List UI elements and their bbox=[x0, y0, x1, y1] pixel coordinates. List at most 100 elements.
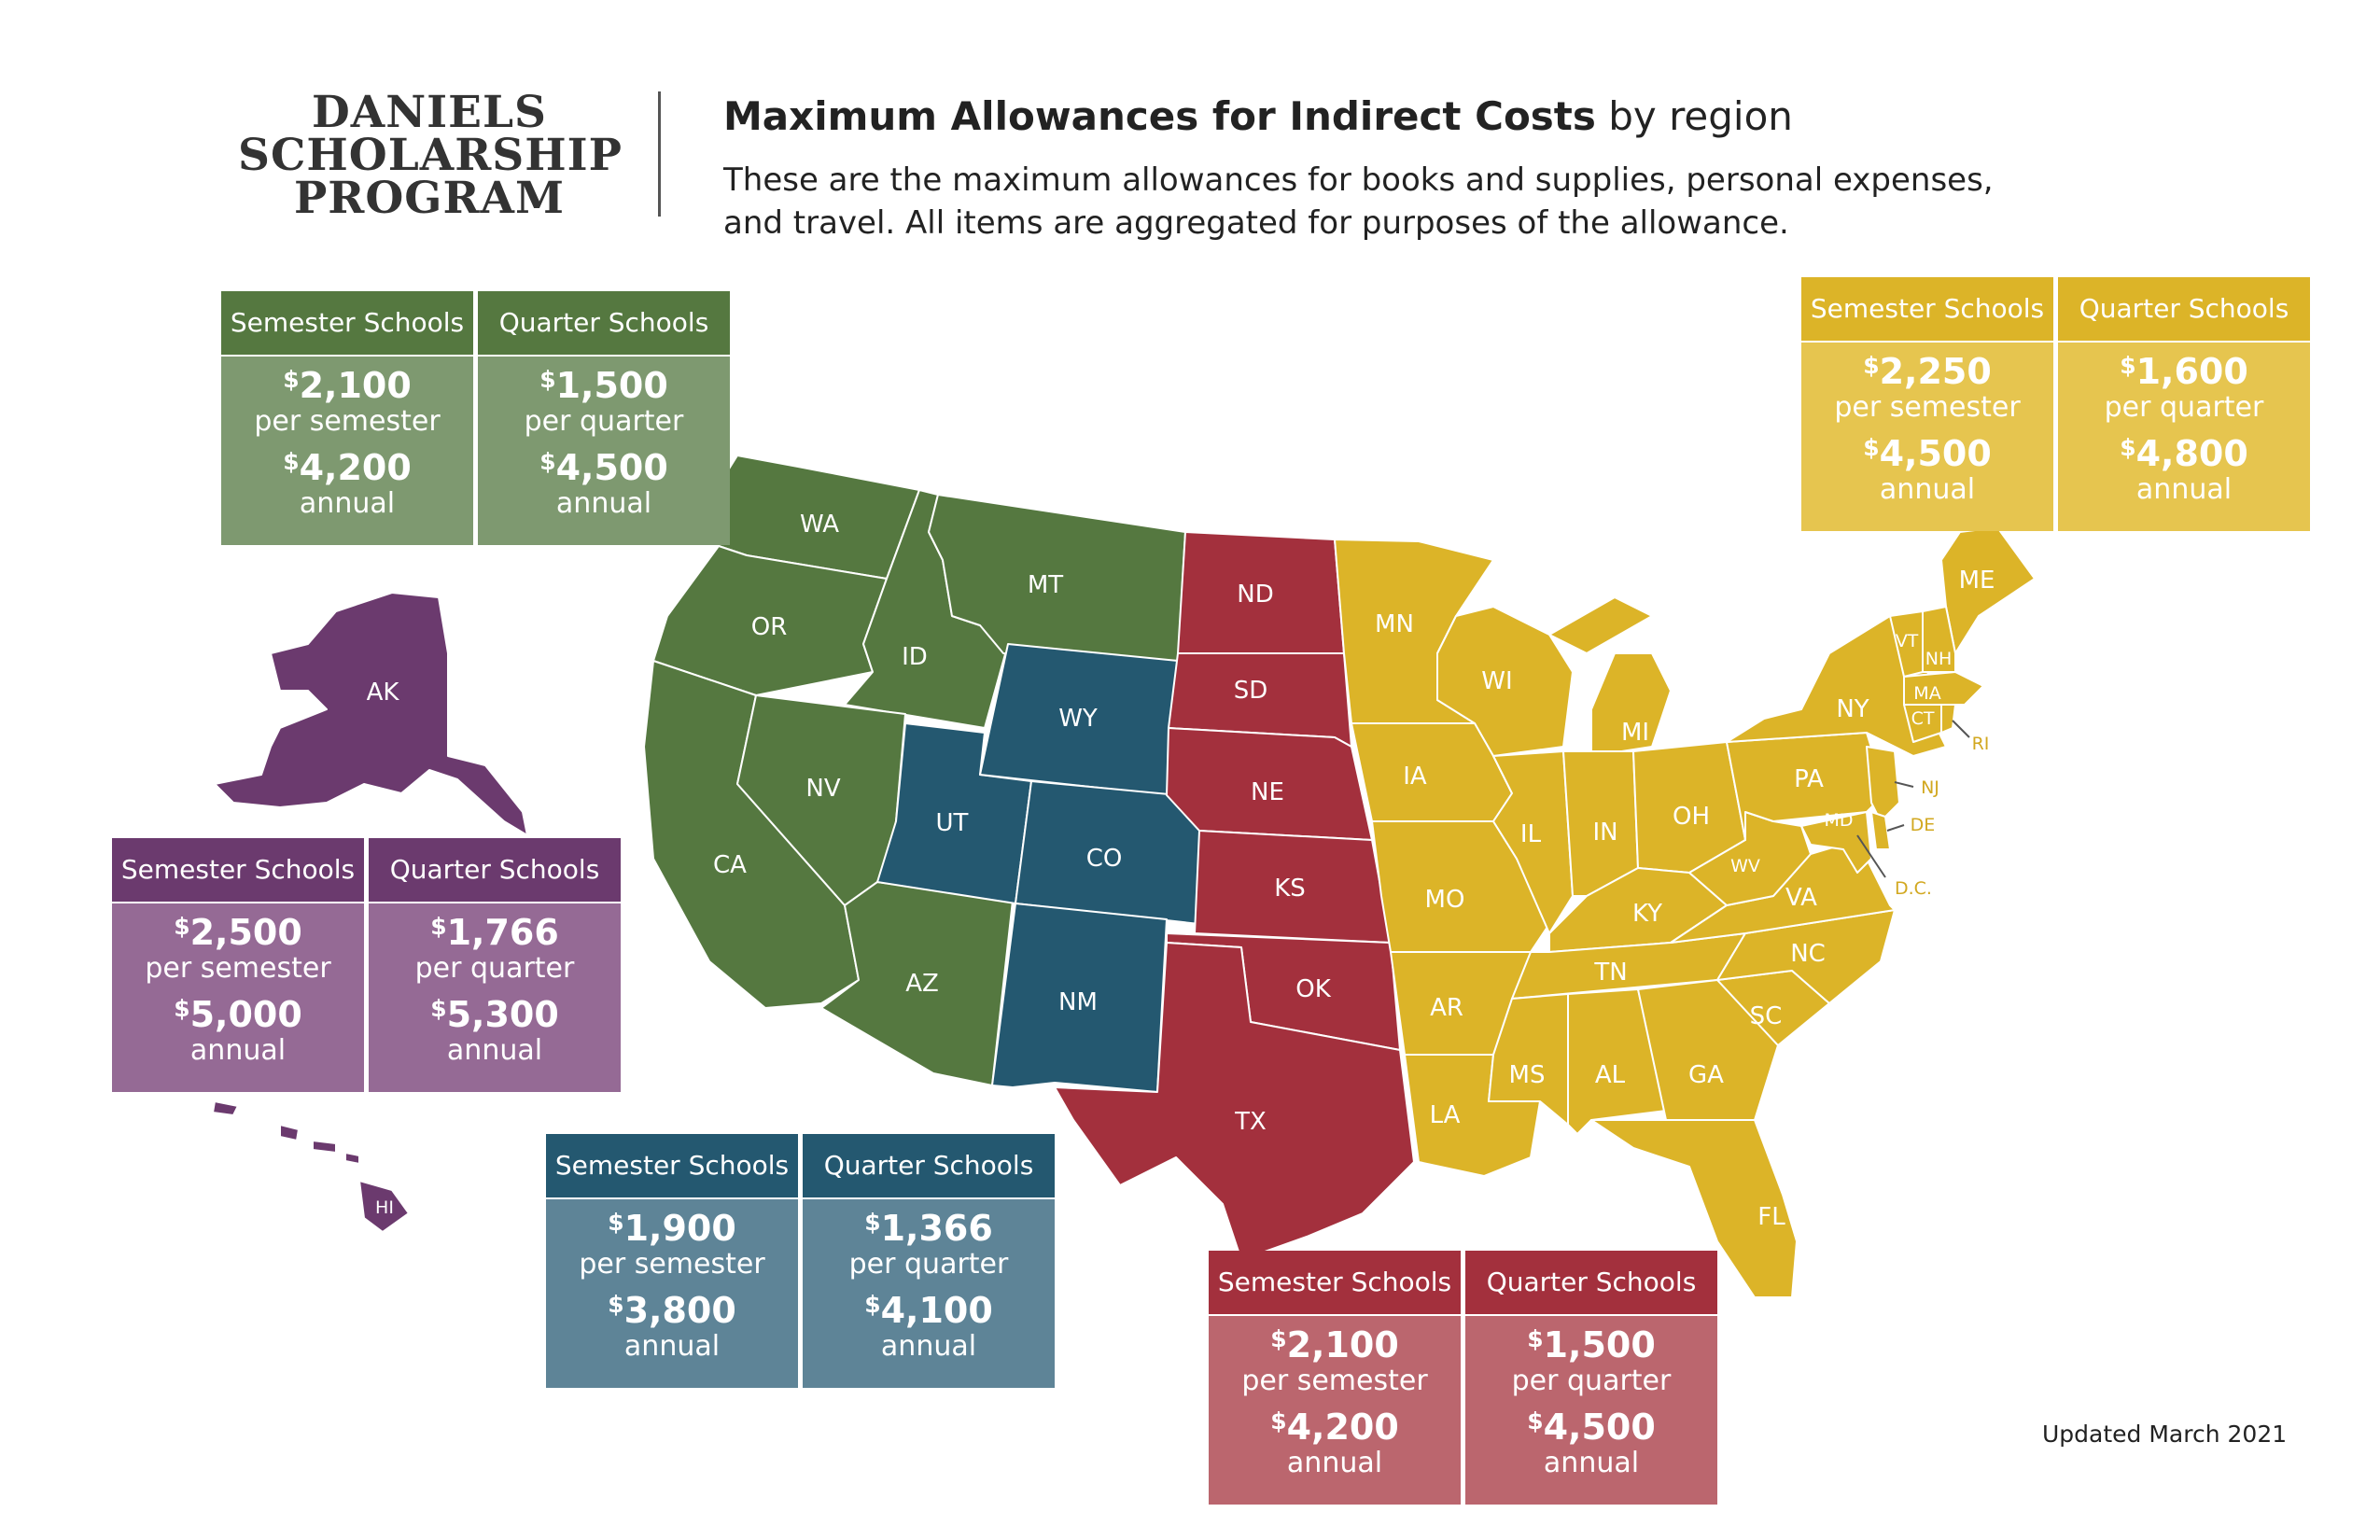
state-hi bbox=[212, 1100, 410, 1233]
state-ri bbox=[1940, 704, 1956, 734]
semester-header: Semester Schools bbox=[1209, 1251, 1461, 1314]
quarter-amount: $1,500 bbox=[1527, 1324, 1656, 1365]
semester-values: $2,100 per semester $4,200 annual bbox=[1209, 1316, 1461, 1505]
connector-ri bbox=[1952, 720, 1970, 738]
connector-dc bbox=[1856, 834, 1886, 878]
semester-header: Semester Schools bbox=[221, 291, 473, 355]
label-pa: PA bbox=[1794, 765, 1824, 793]
label-va: VA bbox=[1785, 884, 1817, 912]
logo-line-3: PROGRAM bbox=[293, 173, 566, 224]
semester-annual-amount: $4,200 bbox=[1270, 1407, 1399, 1448]
label-wi: WI bbox=[1481, 667, 1512, 695]
title-main: Maximum Allowances for Indirect Costs bbox=[723, 93, 1596, 139]
quarter-header: Quarter Schools bbox=[369, 838, 621, 902]
quarter-header: Quarter Schools bbox=[803, 1134, 1055, 1197]
quarter-annual-amount: $5,300 bbox=[430, 994, 559, 1035]
label-az: AZ bbox=[905, 970, 939, 998]
quarter-annual-amount: $4,800 bbox=[2120, 433, 2248, 474]
connector-nj bbox=[1894, 781, 1914, 788]
label-de: DE bbox=[1911, 815, 1936, 835]
semester-annual-label: annual bbox=[1879, 473, 1976, 506]
quarter-annual-label: annual bbox=[2135, 473, 2233, 506]
label-nh: NH bbox=[1925, 649, 1953, 669]
label-md: MD bbox=[1824, 810, 1853, 831]
state-ga bbox=[1637, 979, 1779, 1121]
semester-annual-label: annual bbox=[1286, 1447, 1383, 1479]
quarter-label: per quarter bbox=[1511, 1365, 1672, 1397]
quarter-header: Quarter Schools bbox=[478, 291, 730, 355]
quarter-annual-label: annual bbox=[880, 1330, 977, 1363]
label-ma: MA bbox=[1913, 683, 1940, 704]
label-id: ID bbox=[902, 643, 928, 671]
quarter-header: Quarter Schools bbox=[1465, 1251, 1717, 1314]
label-ny: NY bbox=[1836, 695, 1869, 723]
semester-label: per semester bbox=[1834, 391, 2021, 424]
state-ma bbox=[1903, 671, 1984, 706]
semester-values: $2,500 per semester $5,000 annual bbox=[112, 903, 364, 1092]
quarter-values: $1,766 per quarter $5,300 annual bbox=[369, 903, 621, 1092]
label-in: IN bbox=[1592, 819, 1617, 847]
label-ia: IA bbox=[1403, 763, 1427, 791]
header-divider bbox=[658, 91, 661, 217]
quarter-amount: $1,500 bbox=[539, 365, 668, 406]
label-ks: KS bbox=[1274, 875, 1306, 903]
label-nm: NM bbox=[1058, 988, 1098, 1016]
quarter-label: per quarter bbox=[524, 405, 684, 438]
semester-annual-label: annual bbox=[623, 1330, 721, 1363]
label-tx: TX bbox=[1234, 1108, 1267, 1136]
region-box-west: Semester Schools Quarter Schools $2,100 … bbox=[221, 291, 730, 545]
state-az bbox=[820, 881, 1014, 1086]
state-pa bbox=[1726, 732, 1886, 841]
state-nh bbox=[1922, 606, 1956, 673]
label-mi: MI bbox=[1621, 719, 1649, 747]
state-nj bbox=[1866, 746, 1900, 822]
label-dc: D.C. bbox=[1895, 878, 1932, 899]
quarter-amount: $1,766 bbox=[430, 912, 559, 953]
updated-date: Updated March 2021 bbox=[2042, 1421, 2288, 1448]
connector-de bbox=[1886, 824, 1905, 832]
label-ca: CA bbox=[713, 851, 747, 879]
quarter-annual-label: annual bbox=[446, 1034, 543, 1067]
quarter-values: $1,500 per quarter $4,500 annual bbox=[1465, 1316, 1717, 1505]
quarter-annual-label: annual bbox=[555, 487, 652, 520]
region-box-central: Semester Schools Quarter Schools $2,100 … bbox=[1209, 1251, 1717, 1505]
label-ky: KY bbox=[1632, 900, 1662, 928]
quarter-annual-amount: $4,500 bbox=[539, 447, 668, 488]
state-tx bbox=[1054, 942, 1415, 1261]
quarter-values: $1,500 per quarter $4,500 annual bbox=[478, 357, 730, 545]
quarter-label: per quarter bbox=[414, 952, 575, 985]
label-wy: WY bbox=[1058, 705, 1098, 733]
label-ne: NE bbox=[1251, 778, 1284, 806]
quarter-annual-label: annual bbox=[1543, 1447, 1640, 1479]
label-sc: SC bbox=[1750, 1002, 1783, 1030]
semester-amount: $2,500 bbox=[174, 912, 302, 953]
state-md bbox=[1800, 811, 1872, 874]
logo-line-2: SCHOLARSHIP bbox=[238, 130, 623, 181]
semester-annual-amount: $4,500 bbox=[1863, 433, 1992, 474]
semester-annual-label: annual bbox=[189, 1034, 287, 1067]
semester-values: $1,900 per semester $3,800 annual bbox=[546, 1199, 798, 1388]
label-al: AL bbox=[1595, 1061, 1626, 1089]
semester-label: per semester bbox=[579, 1248, 765, 1281]
label-nc: NC bbox=[1790, 940, 1826, 968]
label-nj: NJ bbox=[1921, 777, 1939, 798]
title-suffix: by region bbox=[1595, 93, 1793, 139]
semester-annual-amount: $3,800 bbox=[608, 1290, 736, 1331]
label-tn: TN bbox=[1593, 959, 1627, 987]
semester-label: per semester bbox=[145, 952, 331, 985]
label-fl: FL bbox=[1757, 1203, 1785, 1231]
label-ak: AK bbox=[367, 679, 400, 707]
semester-amount: $1,900 bbox=[608, 1208, 736, 1249]
label-or: OR bbox=[751, 613, 788, 641]
semester-values: $2,100 per semester $4,200 annual bbox=[221, 357, 473, 545]
semester-label: per semester bbox=[1241, 1365, 1428, 1397]
semester-amount: $2,100 bbox=[283, 365, 412, 406]
page-title: Maximum Allowances for Indirect Costs by… bbox=[723, 93, 1793, 139]
label-ri: RI bbox=[1972, 734, 1990, 754]
label-ga: GA bbox=[1688, 1061, 1724, 1089]
quarter-amount: $1,600 bbox=[2120, 351, 2248, 392]
semester-header: Semester Schools bbox=[546, 1134, 798, 1197]
semester-annual-label: annual bbox=[299, 487, 396, 520]
page-subtitle: These are the maximum allowances for boo… bbox=[723, 161, 1994, 242]
region-box-east: Semester Schools Quarter Schools $2,250 … bbox=[1801, 277, 2310, 531]
